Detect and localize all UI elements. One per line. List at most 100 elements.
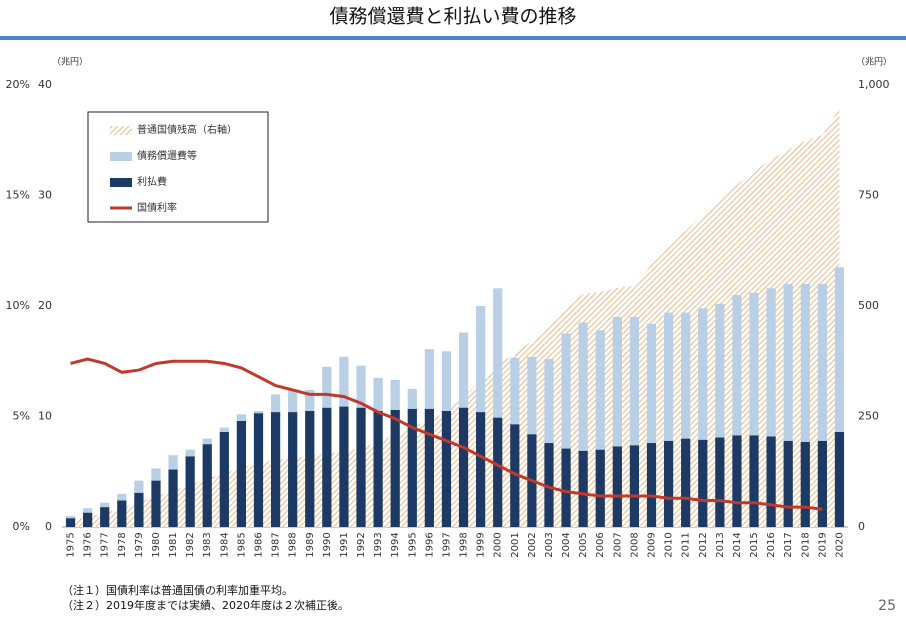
bar [493, 417, 503, 527]
bar [65, 515, 76, 519]
tick-label: 1,000 [858, 78, 890, 91]
bar [800, 441, 810, 527]
bar [612, 446, 622, 527]
x-tick-label: 2005 [578, 532, 589, 557]
bar [510, 424, 520, 527]
bar [578, 322, 588, 451]
bar [458, 332, 469, 408]
bar [373, 410, 383, 527]
page-number: 25 [878, 598, 896, 614]
bar [117, 500, 127, 527]
bar [185, 449, 195, 457]
x-tick-label: 1978 [117, 532, 128, 557]
bar [544, 359, 554, 444]
bar [100, 502, 110, 508]
bar [288, 389, 298, 413]
bar [476, 306, 486, 413]
bar [83, 508, 93, 513]
x-tick-label: 1982 [185, 532, 196, 557]
bar [834, 267, 845, 432]
x-tick-label: 2010 [664, 532, 675, 557]
legend-label: 普通国債残高（右軸） [137, 123, 237, 136]
bar [732, 294, 742, 436]
bar [441, 351, 452, 411]
bar [134, 480, 144, 493]
x-tick-label: 2008 [629, 532, 640, 557]
bar [698, 439, 708, 527]
bar [305, 410, 315, 527]
tick-label: 0 [45, 520, 52, 533]
bar [458, 407, 469, 527]
x-tick-label: 1988 [288, 532, 299, 557]
x-tick-label: 1998 [459, 532, 470, 557]
bar [715, 303, 725, 438]
bar [561, 448, 571, 527]
bar [151, 480, 161, 527]
tick-label: 250 [858, 410, 879, 423]
bar [595, 449, 605, 527]
bar [493, 288, 503, 418]
bar [783, 440, 793, 527]
bar [168, 455, 178, 470]
x-tick-label: 1986 [254, 532, 265, 557]
bar [219, 427, 229, 432]
bar [236, 420, 247, 527]
chart-title: 債務償還費と利払い費の推移 [329, 6, 576, 28]
bar [270, 412, 281, 527]
x-tick-label: 1981 [168, 532, 179, 557]
bar [476, 412, 486, 527]
x-tick-label: 2012 [698, 532, 709, 557]
bar [219, 431, 229, 527]
x-tick-label: 2002 [527, 532, 538, 557]
tick-label: 0% [13, 520, 30, 533]
bar [749, 292, 759, 436]
note: （注２）2019年度までは実績、2020年度は２次補正後。 [62, 598, 349, 612]
tick-label: 20 [38, 299, 52, 312]
x-tick-label: 1977 [100, 532, 111, 557]
bar [544, 443, 554, 527]
x-tick-label: 1985 [236, 532, 247, 557]
bar [339, 406, 349, 527]
legend-label: 債務償還費等 [137, 149, 197, 162]
x-tick-label: 1983 [202, 532, 213, 557]
bar [698, 308, 708, 440]
legend-swatch [110, 178, 132, 187]
bar [629, 445, 640, 527]
x-tick-label: 1999 [476, 532, 487, 557]
x-tick-label: 2009 [647, 532, 658, 557]
x-tick-label: 1994 [390, 532, 401, 557]
x-tick-label: 2011 [681, 532, 692, 557]
bar [783, 283, 793, 441]
bar [236, 414, 247, 421]
bar [766, 288, 776, 437]
x-tick-label: 1992 [356, 532, 367, 557]
line [70, 357, 823, 511]
bar [663, 440, 674, 527]
tick-label: 10% [6, 299, 30, 312]
bar [663, 312, 674, 441]
x-tick-label: 1989 [305, 532, 316, 557]
x-tick-label: 1996 [424, 532, 435, 557]
x-tick-label: 1984 [219, 532, 230, 557]
bar [646, 443, 657, 527]
bar [817, 440, 827, 527]
x-tick-label: 2015 [749, 532, 760, 557]
bar [117, 493, 127, 501]
bar [800, 283, 810, 442]
bar [424, 349, 434, 409]
x-tick-label: 1993 [373, 532, 384, 557]
bar [390, 409, 400, 527]
bar [817, 283, 827, 441]
bar [407, 408, 417, 527]
bar [441, 410, 452, 527]
bar [134, 492, 144, 527]
x-tick-label: 1997 [441, 532, 452, 557]
left-unit: （兆円） [52, 57, 88, 68]
x-tick-label: 1976 [83, 532, 94, 557]
bar [253, 410, 264, 414]
bar [253, 413, 264, 527]
x-tick-label: 1995 [407, 532, 418, 557]
tick-label: 40 [38, 78, 52, 91]
bar [407, 388, 417, 409]
